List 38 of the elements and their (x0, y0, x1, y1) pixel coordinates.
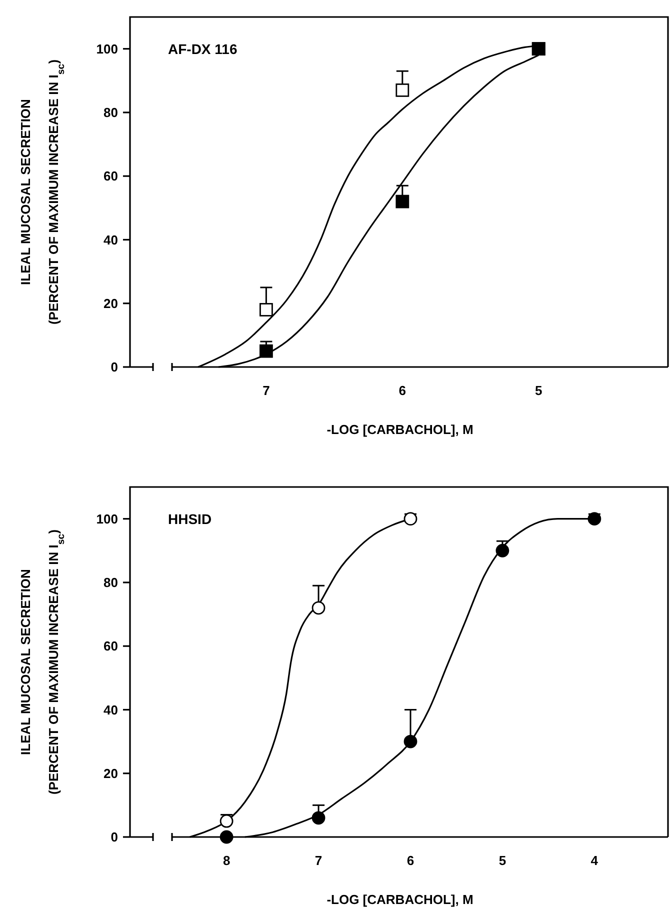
y-tick-label: 20 (104, 296, 118, 311)
point (312, 811, 326, 825)
x-tick-label: 8 (222, 853, 230, 868)
x-axis-title: -LOG [CARBACHOL], M (326, 892, 474, 907)
point (588, 512, 602, 526)
point (496, 544, 510, 558)
y-axis-title: ILEAL MUCOSAL SECRETION (18, 569, 33, 755)
point (396, 83, 410, 97)
y-tick-label: 40 (104, 702, 118, 718)
y-tick-label: 80 (104, 575, 118, 590)
y-tick-label: 20 (104, 766, 118, 781)
x-tick-label: 7 (314, 853, 322, 868)
annotation: AF-DX 116 (168, 41, 238, 57)
x-tick-label: 4 (590, 853, 599, 868)
x-tick-label: 6 (406, 853, 414, 868)
y-tick-label: 60 (104, 168, 118, 184)
y-tick-label: 80 (104, 105, 118, 120)
x-tick-label: 5 (534, 383, 542, 398)
point (404, 734, 418, 748)
x-axis-title: -LOG [CARBACHOL], M (326, 422, 474, 437)
y-tick-label: 40 (104, 232, 118, 248)
point (404, 512, 418, 526)
annotation: HHSID (168, 511, 212, 527)
point (260, 344, 273, 358)
point (220, 814, 234, 828)
point (220, 830, 234, 844)
point (260, 303, 273, 316)
point (396, 194, 410, 208)
y-tick-label: 0 (110, 830, 118, 845)
x-tick-label: 5 (498, 853, 506, 868)
y-tick-label: 60 (104, 638, 118, 654)
y-tick-label: 100 (96, 511, 118, 526)
y-tick-label: 0 (110, 360, 118, 375)
y-axis-title: ILEAL MUCOSAL SECRETION (18, 99, 33, 285)
point (312, 601, 326, 615)
y-tick-label: 100 (96, 41, 118, 56)
x-tick-label: 6 (398, 383, 406, 398)
x-tick-label: 7 (262, 383, 270, 398)
